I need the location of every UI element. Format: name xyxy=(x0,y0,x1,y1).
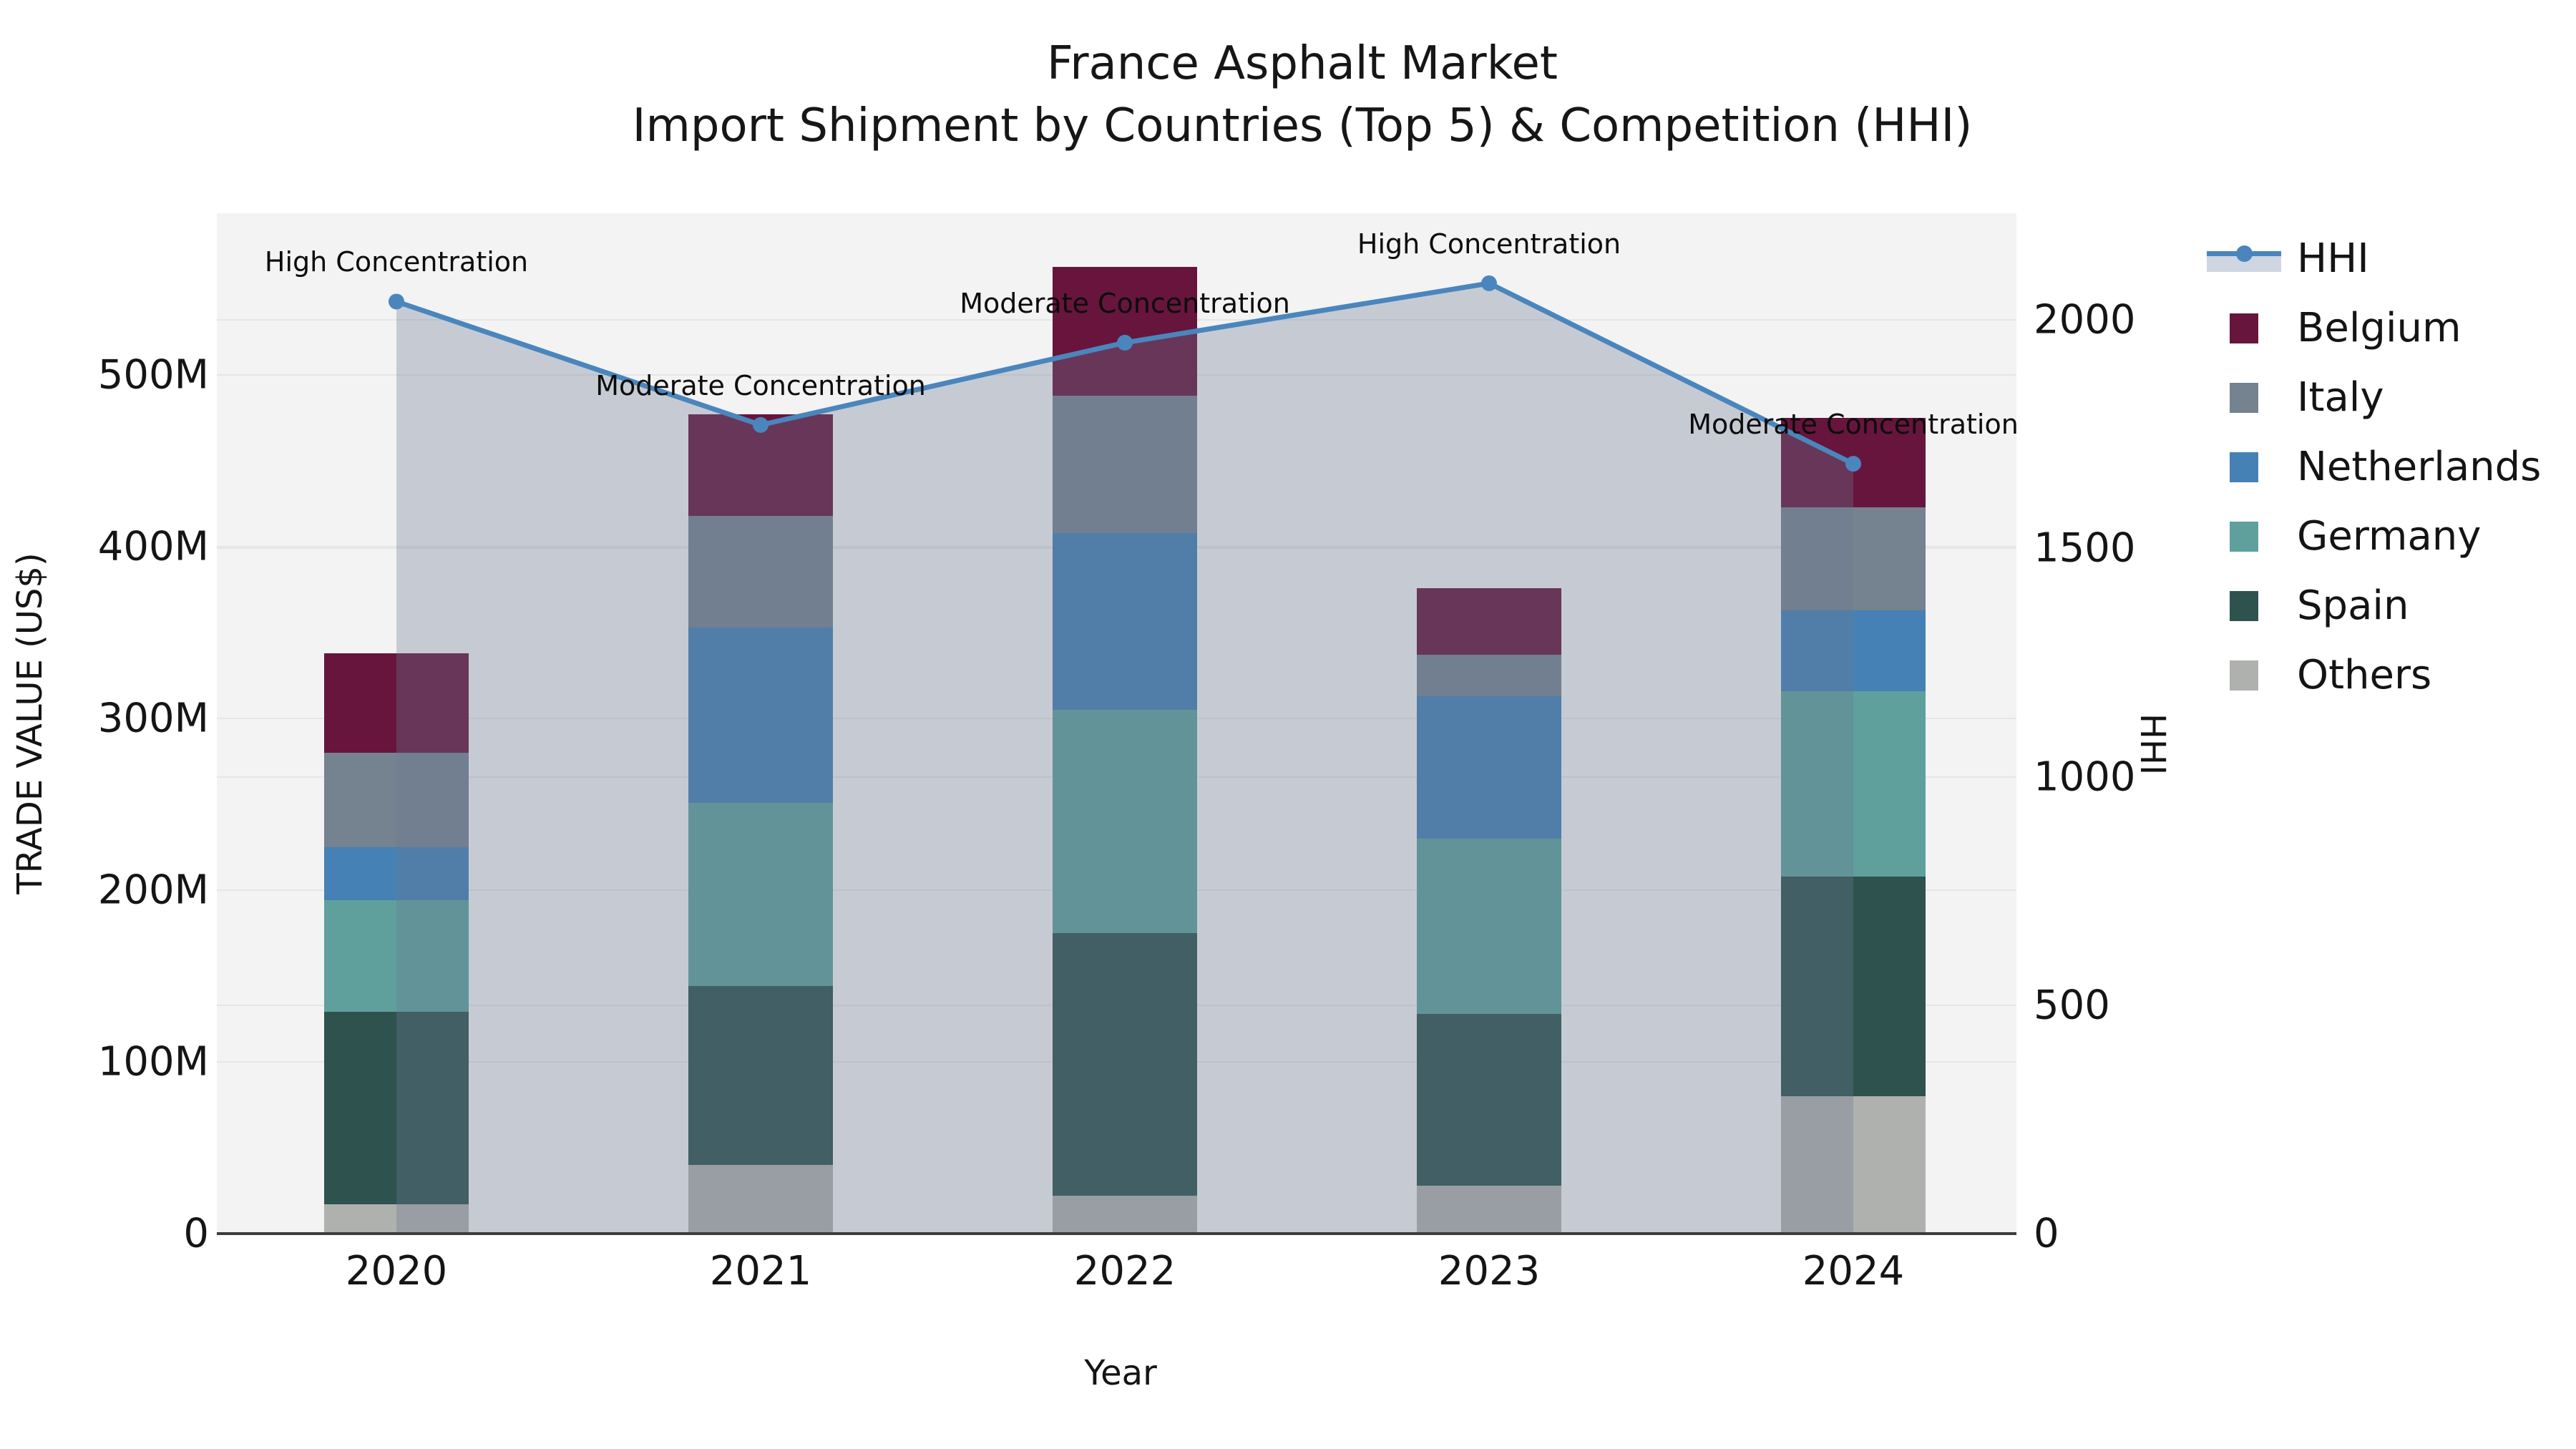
bar-segment-2024-others xyxy=(1781,1096,1926,1234)
x-tick-2021: 2021 xyxy=(709,1248,812,1294)
legend-item-hhi: HHI xyxy=(2207,224,2369,293)
y-left-tick-500M: 500M xyxy=(97,351,209,399)
hhi-marker-2022 xyxy=(1117,334,1133,351)
bar-segment-2020-spain xyxy=(324,1012,469,1205)
legend-hhi-line-icon xyxy=(2207,242,2281,276)
legend-swatch-spain xyxy=(2207,590,2281,621)
bar-segment-2024-spain xyxy=(1781,876,1926,1096)
bar-segment-2022-spain xyxy=(1053,933,1197,1196)
bar-segment-2022-netherlands xyxy=(1053,532,1197,710)
x-tick-2022: 2022 xyxy=(1073,1248,1176,1294)
x-tick-2023: 2023 xyxy=(1438,1248,1541,1294)
bar-segment-2023-netherlands xyxy=(1417,696,1561,839)
legend-swatch-germany xyxy=(2207,521,2281,552)
legend-item-others: Others xyxy=(2207,640,2431,710)
bar-segment-2022-italy xyxy=(1053,395,1197,533)
bar-segment-2022-germany xyxy=(1053,710,1197,933)
x-tick-2020: 2020 xyxy=(345,1248,448,1294)
bar-segment-2021-italy xyxy=(688,515,833,628)
bar-segment-2021-netherlands xyxy=(688,627,833,803)
legend-swatch-netherlands xyxy=(2207,452,2281,482)
legend-item-germany: Germany xyxy=(2207,502,2481,571)
x-axis-line xyxy=(217,1232,2016,1235)
bar-segment-2023-italy xyxy=(1417,655,1561,696)
y-right-tick-2000: 2000 xyxy=(2034,296,2136,343)
x-axis-title: Year xyxy=(1084,1353,1157,1393)
chart-title-line2: Import Shipment by Countries (Top 5) & C… xyxy=(632,99,1973,152)
legend-label-italy: Italy xyxy=(2297,374,2384,421)
legend-item-spain: Spain xyxy=(2207,571,2409,640)
hhi-marker-2024 xyxy=(1845,456,1861,472)
y-left-tick-200M: 200M xyxy=(97,867,209,914)
bar-segment-2021-spain xyxy=(688,986,833,1165)
bar-segment-2020-germany xyxy=(324,900,469,1013)
annotation-2023: High Concentration xyxy=(1357,228,1621,260)
hhi-marker-2023 xyxy=(1481,275,1497,291)
legend-label-others: Others xyxy=(2297,652,2432,698)
y-axis-title-right: HHI xyxy=(2132,713,2172,776)
legend-label-belgium: Belgium xyxy=(2297,305,2462,351)
y-left-tick-300M: 300M xyxy=(97,695,209,742)
annotation-2020: High Concentration xyxy=(264,246,529,278)
y-right-tick-0: 0 xyxy=(2034,1210,2059,1257)
legend-item-italy: Italy xyxy=(2207,363,2384,432)
chart-title: France Asphalt Market Import Shipment by… xyxy=(633,33,1973,157)
bar-segment-2022-others xyxy=(1053,1196,1197,1234)
hhi-area-fill xyxy=(396,283,1853,1234)
y-left-tick-0: 0 xyxy=(183,1210,209,1257)
chart-title-line1: France Asphalt Market xyxy=(1047,37,1558,90)
bar-segment-2023-germany xyxy=(1417,839,1561,1014)
bar-segment-2020-others xyxy=(324,1204,469,1234)
hhi-marker-2020 xyxy=(389,293,404,310)
legend-label-hhi: HHI xyxy=(2297,235,2369,282)
bar-segment-2021-others xyxy=(688,1165,833,1234)
bar-segment-2020-netherlands xyxy=(324,847,469,901)
bar-segment-2024-germany xyxy=(1781,691,1926,877)
bar-segment-2020-belgium xyxy=(324,653,469,753)
bar-segment-2024-netherlands xyxy=(1781,610,1926,691)
annotation-2024: Moderate Concentration xyxy=(1688,409,2019,441)
legend-item-belgium: Belgium xyxy=(2207,293,2462,363)
y-right-tick-500: 500 xyxy=(2034,982,2110,1029)
y-left-tick-100M: 100M xyxy=(97,1038,209,1085)
legend-item-netherlands: Netherlands xyxy=(2207,432,2541,502)
x-tick-2024: 2024 xyxy=(1802,1248,1905,1294)
annotation-2021: Moderate Concentration xyxy=(595,369,926,401)
y-right-tick-1000: 1000 xyxy=(2034,753,2136,800)
legend-label-netherlands: Netherlands xyxy=(2297,444,2542,490)
legend-label-germany: Germany xyxy=(2297,513,2482,560)
bar-segment-2023-spain xyxy=(1417,1013,1561,1186)
hhi-marker-2021 xyxy=(753,416,769,433)
bar-segment-2023-belgium xyxy=(1417,587,1561,655)
annotation-2022: Moderate Concentration xyxy=(960,287,1290,319)
bar-segment-2020-italy xyxy=(324,753,469,847)
bar-segment-2022-belgium xyxy=(1053,266,1197,396)
y-right-tick-1500: 1500 xyxy=(2034,525,2136,572)
bar-segment-2021-germany xyxy=(688,802,833,987)
bar-segment-2024-italy xyxy=(1781,507,1926,610)
legend-swatch-belgium xyxy=(2207,313,2281,343)
legend-label-spain: Spain xyxy=(2297,582,2409,629)
legend-swatch-others xyxy=(2207,660,2281,691)
hhi-line-layer xyxy=(389,275,1861,1234)
y-left-tick-400M: 400M xyxy=(97,523,209,570)
legend-swatch-italy xyxy=(2207,382,2281,413)
bar-segment-2023-others xyxy=(1417,1185,1561,1234)
